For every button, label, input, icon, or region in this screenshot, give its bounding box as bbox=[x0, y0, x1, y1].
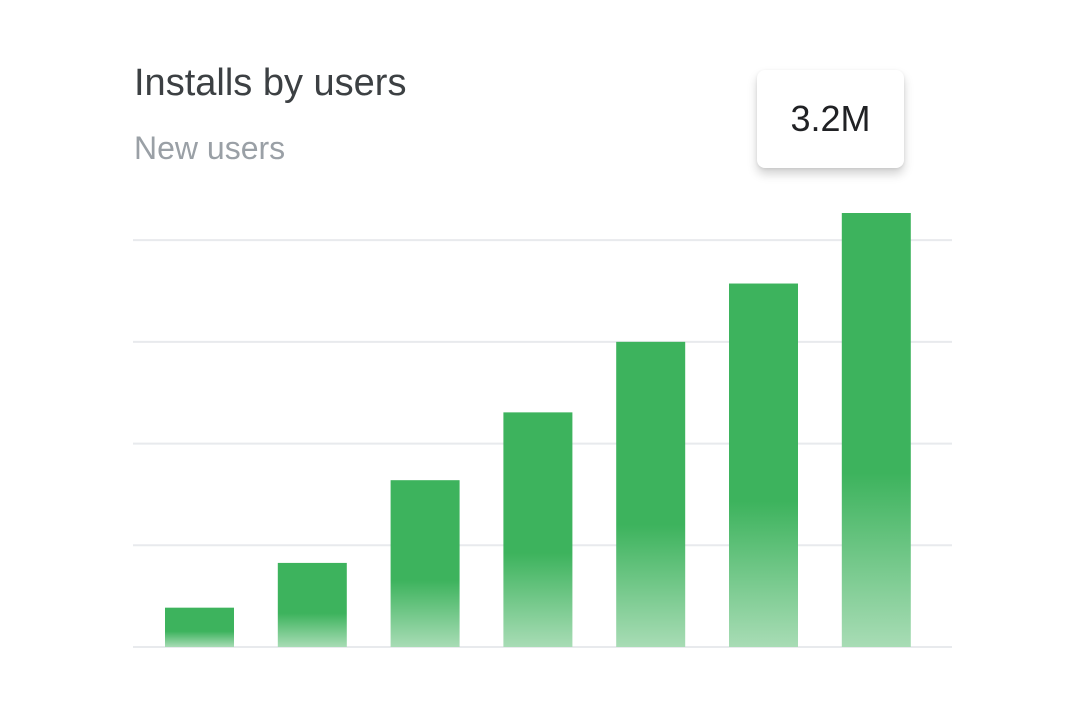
bar-5[interactable] bbox=[616, 341, 686, 647]
bar-1[interactable] bbox=[165, 607, 234, 647]
value-tooltip: 3.2M bbox=[757, 70, 904, 168]
bar-2[interactable] bbox=[277, 562, 347, 647]
bar-4[interactable] bbox=[503, 412, 573, 647]
chart-subtitle: New users bbox=[134, 130, 286, 166]
bar-3[interactable] bbox=[390, 480, 460, 647]
bar-6[interactable] bbox=[729, 283, 798, 647]
bar-7[interactable] bbox=[841, 213, 911, 647]
chart-title: Installs by users bbox=[134, 62, 407, 104]
